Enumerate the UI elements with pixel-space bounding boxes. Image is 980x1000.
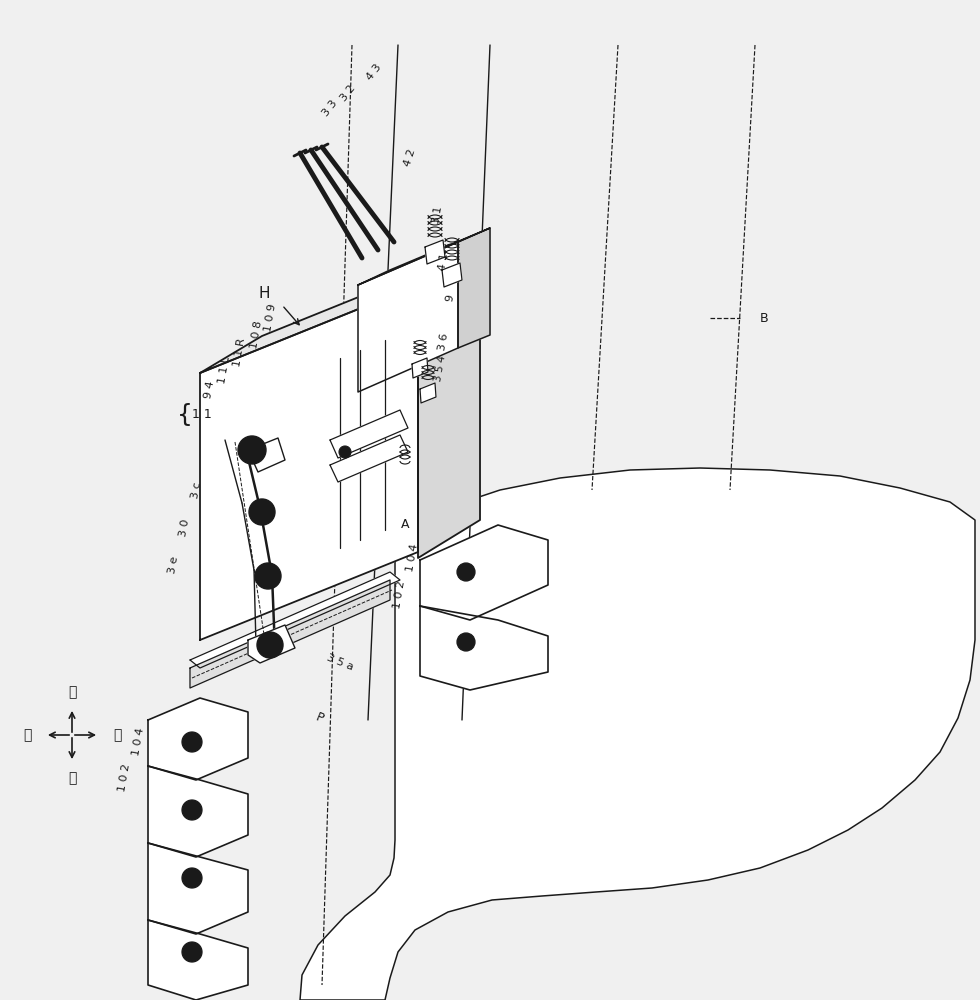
Circle shape bbox=[238, 436, 266, 464]
Polygon shape bbox=[248, 438, 285, 472]
Text: B: B bbox=[760, 312, 768, 324]
Circle shape bbox=[255, 563, 281, 589]
Circle shape bbox=[257, 507, 267, 517]
Text: 3 5 a: 3 5 a bbox=[325, 652, 355, 672]
Polygon shape bbox=[148, 766, 248, 857]
Text: 左: 左 bbox=[68, 771, 76, 785]
Text: 3 2: 3 2 bbox=[339, 83, 358, 103]
Text: 4 1: 4 1 bbox=[437, 252, 451, 272]
Polygon shape bbox=[420, 606, 548, 690]
Text: A: A bbox=[401, 518, 410, 532]
Text: 3 e: 3 e bbox=[168, 556, 180, 574]
Text: 4 2: 4 2 bbox=[403, 148, 417, 168]
Polygon shape bbox=[425, 240, 445, 264]
Text: 3 c: 3 c bbox=[190, 481, 202, 499]
Polygon shape bbox=[458, 228, 490, 348]
Polygon shape bbox=[418, 248, 480, 558]
Polygon shape bbox=[412, 358, 428, 378]
Text: 3 1: 3 1 bbox=[431, 206, 445, 224]
Polygon shape bbox=[442, 263, 462, 287]
Circle shape bbox=[182, 942, 202, 962]
Polygon shape bbox=[358, 242, 458, 392]
Polygon shape bbox=[148, 843, 248, 934]
Polygon shape bbox=[190, 580, 390, 688]
Circle shape bbox=[457, 563, 475, 581]
Text: 1 0 8: 1 0 8 bbox=[249, 320, 264, 350]
Polygon shape bbox=[358, 228, 490, 285]
Text: 1 1 R: 1 1 R bbox=[232, 337, 247, 367]
Text: 1 0 2: 1 0 2 bbox=[392, 580, 407, 610]
Text: {: { bbox=[177, 403, 193, 427]
Text: 后: 后 bbox=[23, 728, 31, 742]
Polygon shape bbox=[200, 285, 418, 640]
Circle shape bbox=[263, 571, 273, 581]
Circle shape bbox=[249, 499, 275, 525]
Polygon shape bbox=[330, 435, 408, 482]
Text: 3 0: 3 0 bbox=[178, 519, 191, 537]
Polygon shape bbox=[148, 698, 248, 780]
Polygon shape bbox=[148, 920, 248, 1000]
Text: 1 0 9: 1 0 9 bbox=[263, 303, 277, 333]
Text: 前: 前 bbox=[113, 728, 122, 742]
Text: 1 1 L: 1 1 L bbox=[217, 356, 231, 384]
Text: H: H bbox=[258, 286, 270, 300]
Circle shape bbox=[457, 633, 475, 651]
Text: 1 0 4: 1 0 4 bbox=[405, 543, 419, 573]
Text: 1 1: 1 1 bbox=[192, 408, 212, 422]
Circle shape bbox=[265, 640, 275, 650]
Polygon shape bbox=[300, 468, 975, 1000]
Polygon shape bbox=[330, 410, 408, 458]
Circle shape bbox=[246, 444, 258, 456]
Text: 4 3: 4 3 bbox=[365, 62, 383, 82]
Text: 3 3: 3 3 bbox=[320, 98, 339, 118]
Polygon shape bbox=[248, 625, 295, 663]
Text: 1 0 2: 1 0 2 bbox=[117, 763, 131, 793]
Circle shape bbox=[182, 732, 202, 752]
Circle shape bbox=[257, 632, 283, 658]
Polygon shape bbox=[420, 383, 436, 403]
Text: 1 0 4: 1 0 4 bbox=[130, 727, 145, 757]
Text: 9: 9 bbox=[445, 294, 456, 302]
Text: 9 4: 9 4 bbox=[204, 380, 217, 400]
Text: P: P bbox=[314, 711, 326, 725]
Polygon shape bbox=[420, 525, 548, 620]
Text: 3 6: 3 6 bbox=[437, 333, 451, 351]
Text: 右: 右 bbox=[68, 685, 76, 699]
Circle shape bbox=[182, 868, 202, 888]
Circle shape bbox=[339, 446, 351, 458]
Polygon shape bbox=[190, 572, 400, 668]
Circle shape bbox=[182, 800, 202, 820]
Polygon shape bbox=[200, 248, 480, 373]
Text: 3 5 4: 3 5 4 bbox=[433, 354, 447, 382]
